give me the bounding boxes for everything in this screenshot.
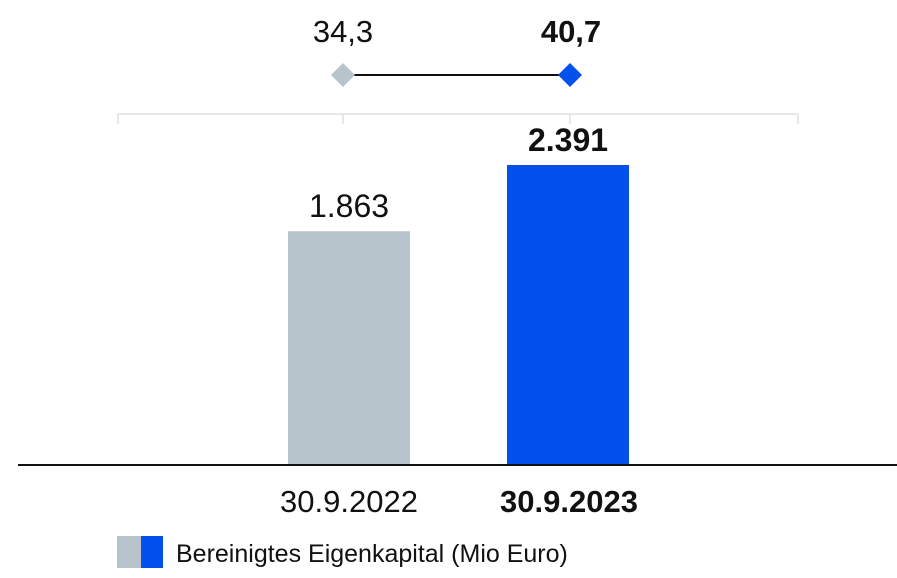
bar-1 — [288, 231, 410, 465]
labels: 34,3 40,7 1.863 30.9.2022 2.391 30.9.2023 — [280, 14, 638, 519]
line-value-label-2: 40,7 — [541, 14, 601, 49]
category-label-1: 30.9.2022 — [280, 484, 418, 519]
legend-label: Bereinigtes Eigenkapital (Mio Euro) — [176, 540, 568, 568]
bar-value-label-2: 2.391 — [528, 122, 608, 158]
top-axis-bracket — [117, 113, 799, 124]
bar-2 — [507, 165, 629, 465]
bar-series — [288, 165, 629, 465]
line-point-2 — [558, 63, 582, 87]
category-label-2: 30.9.2023 — [500, 484, 638, 519]
legend: Bereinigtes Eigenkapital (Mio Euro) — [117, 536, 568, 568]
line-point-1 — [331, 63, 355, 87]
bar-value-label-1: 1.863 — [309, 188, 389, 224]
line-series — [331, 63, 582, 87]
line-value-label-1: 34,3 — [313, 14, 373, 49]
legend-swatch-2023 — [141, 536, 163, 568]
legend-swatch-2022 — [117, 536, 141, 568]
